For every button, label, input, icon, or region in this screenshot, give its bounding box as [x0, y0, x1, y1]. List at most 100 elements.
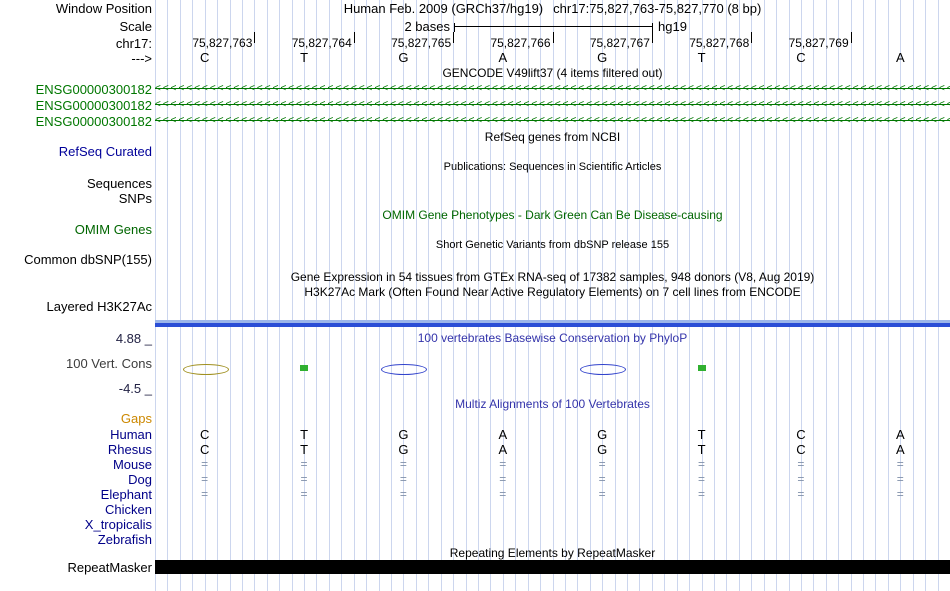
- gridline: [291, 0, 293, 591]
- ruler-tick: [850, 32, 852, 43]
- multiz-species-label[interactable]: Elephant: [100, 487, 152, 502]
- ruler-position-label: 75,827,768: [689, 36, 750, 50]
- sequences-label[interactable]: Sequences: [86, 176, 152, 191]
- multiz-base: C: [199, 427, 210, 442]
- multiz-gap-mark: =: [598, 457, 606, 471]
- gridline: [552, 0, 554, 591]
- conservation-ellipse[interactable]: [580, 364, 627, 375]
- snps-label[interactable]: SNPs: [118, 191, 152, 206]
- publications-track-title: Publications: Sequences in Scientific Ar…: [443, 161, 662, 173]
- window-position-line: Human Feb. 2009 (GRCh37/hg19) chr17:75,82…: [155, 1, 950, 16]
- conservation-track-title: 100 vertebrates Basewise Conservation by…: [417, 331, 688, 345]
- ruler-base: T: [300, 50, 309, 65]
- gridline: [825, 0, 827, 591]
- gridline: [664, 0, 666, 591]
- multiz-base: T: [697, 427, 706, 442]
- gridline: [391, 0, 393, 591]
- conservation-ellipse[interactable]: [381, 364, 428, 375]
- position-range: chr17:75,827,763-75,827,770 (8 bp): [553, 1, 762, 16]
- multiz-gap-mark: =: [698, 472, 706, 486]
- multiz-gap-mark: =: [300, 457, 308, 471]
- omim-genes-label[interactable]: OMIM Genes: [74, 222, 152, 237]
- gencode-gene-label[interactable]: ENSG00000300182: [35, 82, 152, 97]
- multiz-base: C: [199, 442, 210, 457]
- gridline: [353, 0, 355, 591]
- h3k27ac-signal-bar[interactable]: [155, 320, 950, 327]
- ruler-tick: [254, 32, 256, 43]
- multiz-species-label[interactable]: Chicken: [105, 502, 152, 517]
- genome-version: hg19: [658, 19, 687, 34]
- ruler-base: C: [199, 50, 210, 65]
- multiz-base: T: [300, 427, 309, 442]
- gencode-transcript[interactable]: <<<<<<<<<<<<<<<<<<<<<<<<<<<<<<<<<<<<<<<<…: [155, 82, 950, 95]
- ruler-tick: [651, 32, 653, 43]
- multiz-species-label[interactable]: Zebrafish: [97, 532, 152, 547]
- gencode-transcript[interactable]: <<<<<<<<<<<<<<<<<<<<<<<<<<<<<<<<<<<<<<<<…: [155, 98, 950, 111]
- multiz-base: T: [300, 442, 309, 457]
- gridline: [490, 0, 492, 591]
- repeatmasker-track-title: Repeating Elements by RepeatMasker: [449, 546, 656, 560]
- gridline: [639, 0, 641, 591]
- multiz-gap-mark: =: [797, 457, 805, 471]
- gridline: [912, 0, 914, 591]
- repeatmasker-label[interactable]: RepeatMasker: [67, 560, 152, 575]
- ruler-base: T: [697, 50, 706, 65]
- multiz-gap-mark: =: [598, 487, 606, 501]
- gridline: [167, 0, 169, 591]
- gridline: [689, 0, 691, 591]
- repeatmasker-track-bar[interactable]: [155, 560, 950, 574]
- multiz-gap-mark: =: [201, 472, 209, 486]
- window-position-label: Window Position: [55, 1, 152, 16]
- layered-h3k27ac-label[interactable]: Layered H3K27Ac: [46, 299, 152, 314]
- gridline: [378, 0, 380, 591]
- multiz-species-label[interactable]: Mouse: [112, 457, 152, 472]
- gridline: [577, 0, 579, 591]
- gridline: [627, 0, 629, 591]
- scale-bar: [454, 23, 653, 32]
- ruler-tick: [751, 32, 753, 43]
- ruler-base: G: [597, 50, 608, 65]
- multiz-gap-mark: =: [896, 487, 904, 501]
- gridline: [192, 0, 194, 591]
- gridline: [925, 0, 927, 591]
- multiz-species-label[interactable]: Dog: [128, 472, 152, 487]
- multiz-gap-mark: =: [499, 487, 507, 501]
- gridline: [155, 0, 156, 591]
- gridline: [540, 0, 542, 591]
- gridline: [614, 0, 616, 591]
- gridline: [788, 0, 790, 591]
- gaps-label: Gaps: [120, 411, 152, 426]
- gridline: [341, 0, 343, 591]
- gridline: [204, 0, 206, 591]
- gridline: [453, 0, 455, 591]
- gridline: [428, 0, 430, 591]
- ruler-position-label: 75,827,769: [788, 36, 849, 50]
- gridline: [279, 0, 281, 591]
- conservation-track-label[interactable]: 100 Vert. Cons: [66, 356, 152, 371]
- gridline: [937, 0, 939, 591]
- conservation-square[interactable]: [697, 365, 706, 371]
- multiz-species-label[interactable]: X_tropicalis: [84, 517, 152, 532]
- multiz-track-title: Multiz Alignments of 100 Vertebrates: [455, 397, 650, 411]
- gencode-gene-label[interactable]: ENSG00000300182: [35, 98, 152, 113]
- common-dbsnp-label[interactable]: Common dbSNP(155): [24, 252, 152, 267]
- multiz-base: G: [398, 442, 409, 457]
- ruler-position-label: 75,827,767: [589, 36, 650, 50]
- refseq-curated-label[interactable]: RefSeq Curated: [58, 144, 152, 159]
- conservation-ellipse[interactable]: [182, 364, 229, 375]
- multiz-species-label[interactable]: Rhesus: [107, 442, 152, 457]
- multiz-gap-mark: =: [201, 487, 209, 501]
- multiz-gap-mark: =: [797, 472, 805, 486]
- gencode-gene-label[interactable]: ENSG00000300182: [35, 114, 152, 129]
- gridline: [527, 0, 529, 591]
- ruler-position-label: 75,827,765: [391, 36, 452, 50]
- gridline: [726, 0, 728, 591]
- gridline: [738, 0, 740, 591]
- gridline: [602, 0, 604, 591]
- multiz-species-label[interactable]: Human: [110, 427, 152, 442]
- conservation-square[interactable]: [300, 365, 309, 371]
- multiz-gap-mark: =: [300, 472, 308, 486]
- ruler-position-label: 75,827,766: [490, 36, 551, 50]
- gencode-transcript[interactable]: <<<<<<<<<<<<<<<<<<<<<<<<<<<<<<<<<<<<<<<<…: [155, 114, 950, 127]
- gridline: [254, 0, 256, 591]
